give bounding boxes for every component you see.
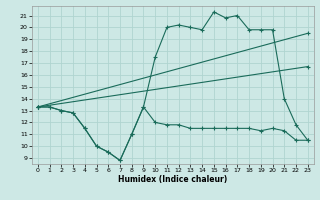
X-axis label: Humidex (Indice chaleur): Humidex (Indice chaleur) [118,175,228,184]
